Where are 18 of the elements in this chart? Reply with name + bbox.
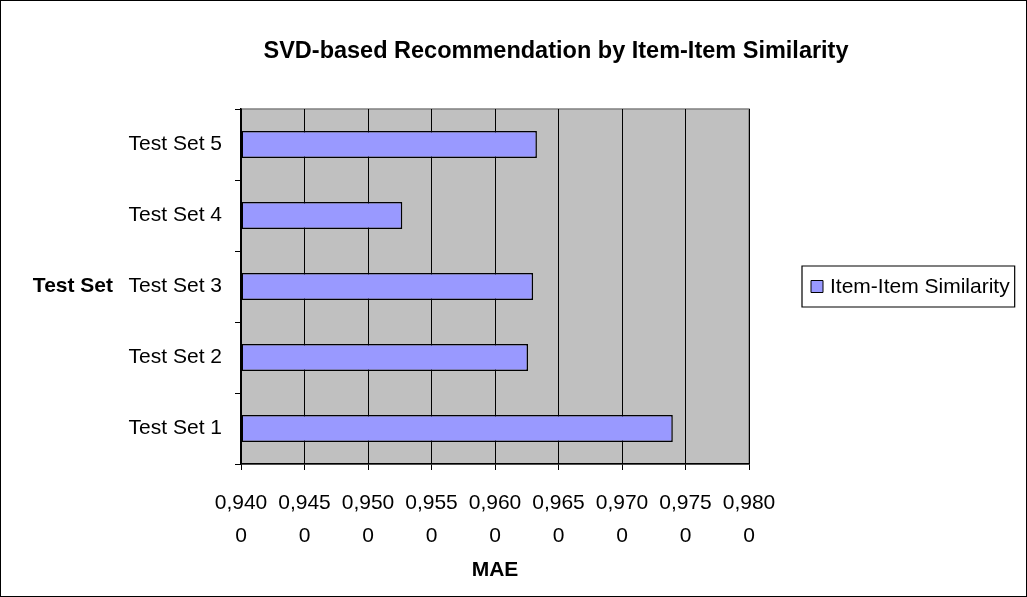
x-tick-label: 0,9500 bbox=[341, 490, 395, 546]
y-axis-title: Test Set bbox=[32, 273, 113, 297]
y-tick-label: Test Set 5 bbox=[128, 131, 222, 155]
x-tick-label: 0,9750 bbox=[659, 490, 712, 546]
x-axis-title: MAE bbox=[471, 556, 519, 580]
x-tick-label: 0,9700 bbox=[595, 490, 649, 546]
y-tick-label: Test Set 4 bbox=[128, 202, 223, 226]
y-tick-label: Test Set 3 bbox=[128, 273, 222, 297]
chart-title: SVD-based Recommendation by Item-Item Similarity bbox=[263, 37, 849, 64]
x-tick-label: 0,9600 bbox=[468, 490, 522, 546]
x-tick-label: 0,9800 bbox=[722, 490, 776, 546]
x-tick-label: 0,9650 bbox=[532, 490, 585, 546]
y-tick-label: Test Set 1 bbox=[128, 415, 222, 439]
x-tick-label: 0,9450 bbox=[278, 490, 331, 546]
x-tick-label: 0,9400 bbox=[214, 490, 268, 546]
y-tick-label: Test Set 2 bbox=[128, 344, 222, 368]
x-tick-label: 0,9550 bbox=[405, 490, 458, 546]
legend-label: Item-Item Similarity bbox=[830, 274, 1011, 298]
